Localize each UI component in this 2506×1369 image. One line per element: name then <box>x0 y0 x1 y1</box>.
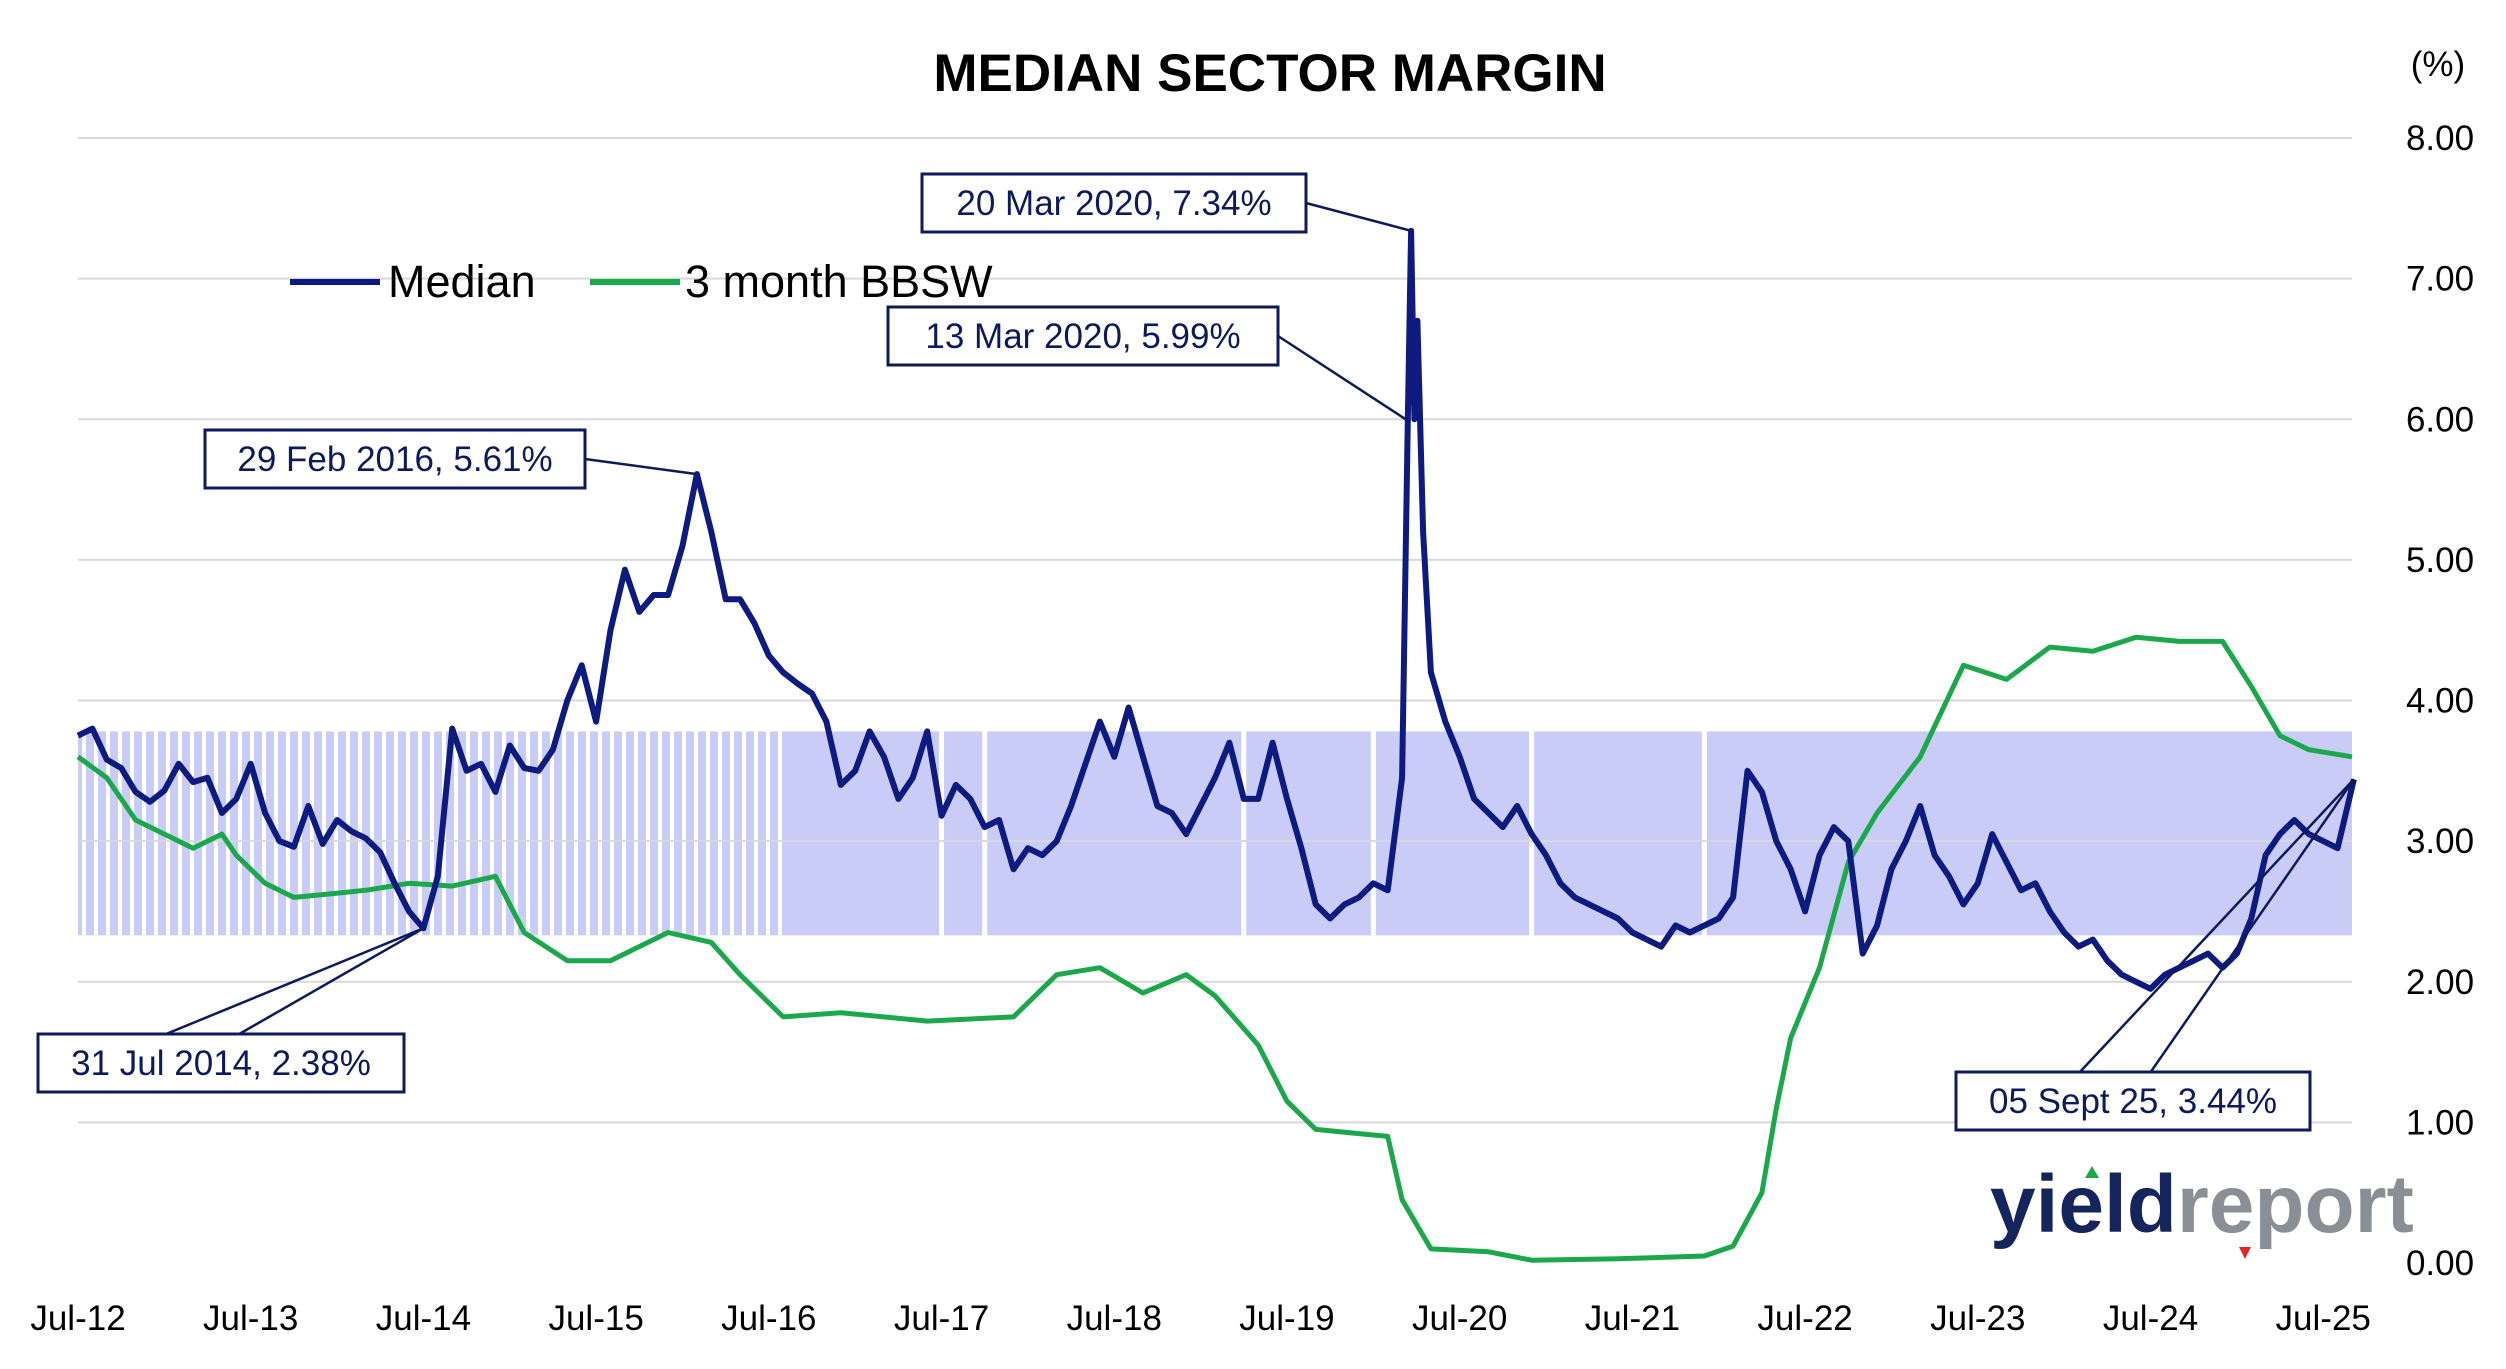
legend-bbsw-label: 3 month BBSW <box>685 256 993 307</box>
annotation-label: 29 Feb 2016, 5.61% <box>237 440 552 479</box>
x-axis-ticks: Jul-12 Jul-13 Jul-14 Jul-15 Jul-16 Jul-17 Jul-… <box>30 1299 2371 1338</box>
annotation-leader <box>1305 201 1412 233</box>
x-tick-label: Jul-19 <box>1239 1299 1334 1338</box>
x-tick-label: Jul-23 <box>1930 1299 2025 1338</box>
x-tick-label: Jul-13 <box>203 1299 298 1338</box>
annotation-label: 31 Jul 2014, 2.38% <box>71 1044 371 1083</box>
y-tick-label: 4.00 <box>2406 682 2474 721</box>
legend-median-label: Median <box>388 256 536 307</box>
x-tick-label: Jul-21 <box>1585 1299 1680 1338</box>
logo-text: yieldreport <box>1990 1159 2414 1250</box>
annotation-leader <box>165 927 424 1036</box>
x-tick-label: Jul-12 <box>30 1299 125 1338</box>
x-tick-label: Jul-15 <box>548 1299 643 1338</box>
y-tick-label: 1.00 <box>2406 1103 2474 1142</box>
y-tick-label: 6.00 <box>2406 400 2474 439</box>
annotation-leader <box>2149 778 2355 1073</box>
logo-part-report: report <box>2177 1159 2414 1250</box>
logo-part-yield: yield <box>1990 1159 2177 1250</box>
x-tick-label: Jul-16 <box>721 1299 816 1338</box>
annotation-leader <box>2078 778 2355 1073</box>
x-tick-label: Jul-20 <box>1412 1299 1507 1338</box>
annotations: 29 Feb 2016, 5.61% 20 Mar 2020, 7.34% 13 M… <box>36 172 2355 1132</box>
logo-leaf-icon <box>2085 1166 2099 1178</box>
chart-title: MEDIAN SECTOR MARGIN <box>933 44 1606 103</box>
legend: Median 3 month BBSW <box>290 256 993 307</box>
annotation-leader <box>584 457 698 476</box>
y-tick-label: 2.00 <box>2406 963 2474 1002</box>
annotation-label: 20 Mar 2020, 7.34% <box>956 184 1271 223</box>
x-tick-label: Jul-17 <box>894 1299 989 1338</box>
annotation-label: 13 Mar 2020, 5.99% <box>925 317 1240 356</box>
x-tick-label: Jul-25 <box>2276 1299 2371 1338</box>
annotation-leader <box>1277 334 1409 422</box>
x-tick-label: Jul-18 <box>1067 1299 1162 1338</box>
x-tick-label: Jul-14 <box>376 1299 471 1338</box>
range-band <box>78 731 2352 936</box>
y-axis-ticks: 0.00 1.00 2.00 3.00 4.00 5.00 6.00 7.00 8.00 <box>2406 119 2474 1283</box>
series-lines <box>76 227 2357 1263</box>
bbsw-series-line <box>76 634 2353 1263</box>
y-tick-label: 7.00 <box>2406 260 2474 299</box>
y-tick-label: 8.00 <box>2406 119 2474 158</box>
median-series-line <box>76 227 2357 992</box>
annotation-box <box>203 428 587 490</box>
annotation-label: 05 Sept 25, 3.44% <box>1989 1082 2277 1121</box>
annotation-box <box>36 1032 406 1094</box>
y-axis-unit: (%) <box>2411 45 2465 84</box>
annotation-leader <box>238 927 425 1036</box>
annotation-box <box>1954 1070 2312 1132</box>
annotation-box <box>886 305 1280 367</box>
x-tick-label: Jul-24 <box>2103 1299 2198 1338</box>
yieldreport-logo: yieldreport <box>1990 1159 2414 1259</box>
y-tick-label: 3.00 <box>2406 822 2474 861</box>
y-tick-label: 0.00 <box>2406 1244 2474 1283</box>
x-tick-label: Jul-22 <box>1757 1299 1852 1338</box>
y-tick-label: 5.00 <box>2406 541 2474 580</box>
annotation-box <box>920 172 1308 234</box>
logo-arrow-icon <box>2239 1247 2251 1259</box>
